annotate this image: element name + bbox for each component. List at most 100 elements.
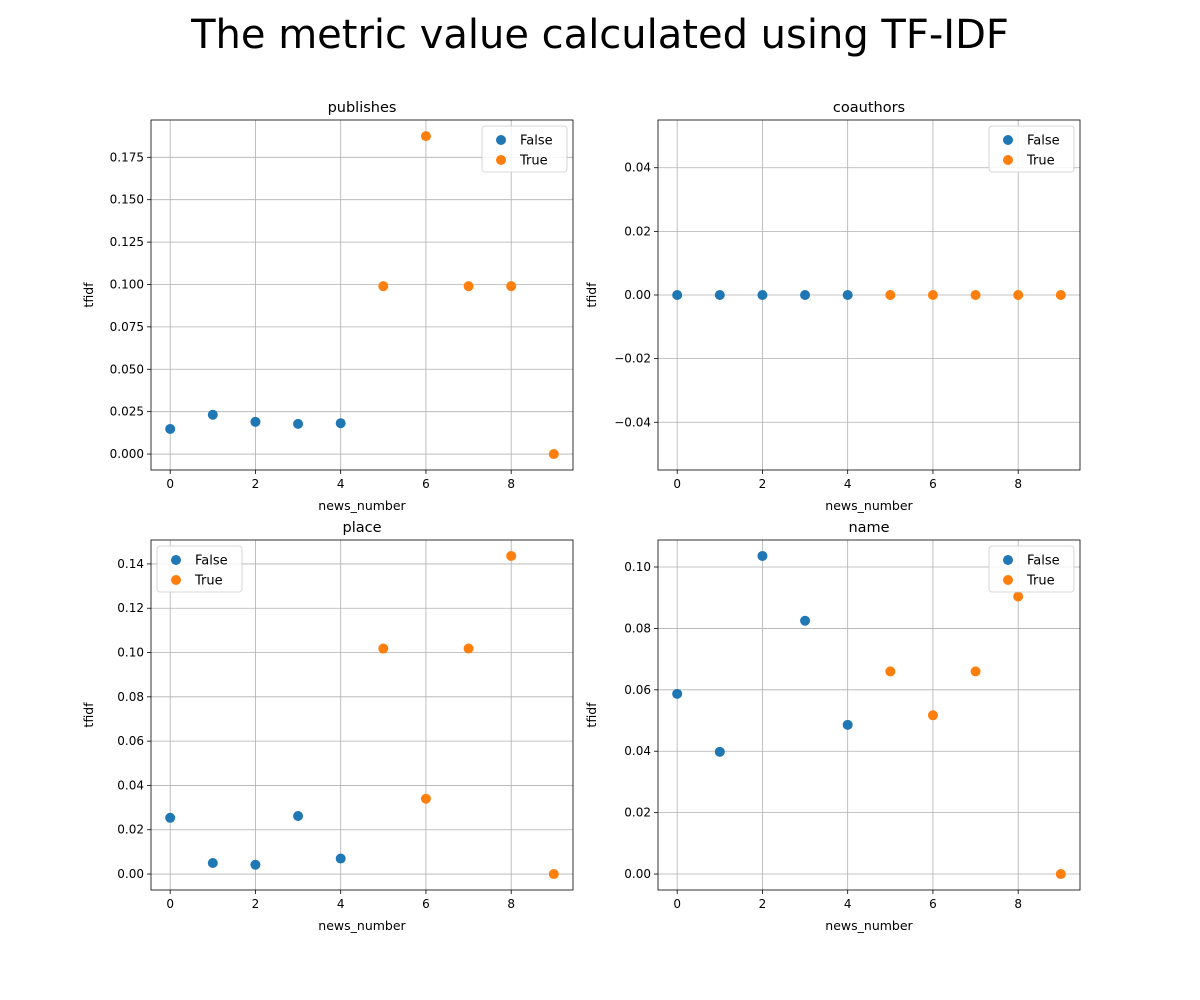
point-false	[800, 290, 811, 300]
y-tick-label: 0.04	[624, 744, 651, 758]
point-true	[378, 643, 389, 654]
x-tick-label: 8	[507, 477, 515, 491]
point-true	[548, 449, 559, 460]
x-tick-label: 0	[673, 897, 681, 911]
legend: False True	[988, 545, 1075, 593]
x-tick-label: 0	[166, 477, 174, 491]
y-tick-label: 0.175	[110, 150, 144, 164]
point-false	[207, 857, 218, 868]
y-tick-label: 0.100	[110, 277, 144, 291]
y-tick-label: 0.02	[117, 823, 144, 837]
y-axis-label: tfidf	[81, 702, 96, 728]
x-tick-label: 0	[166, 897, 174, 911]
y-tick-label: 0.000	[110, 447, 144, 461]
y-axis-label: tfidf	[584, 282, 599, 308]
legend-marker-true	[496, 155, 506, 165]
point-false	[672, 688, 683, 699]
point-false	[250, 416, 261, 427]
point-false	[842, 290, 853, 300]
point-false	[165, 423, 176, 434]
legend-label-false: False	[195, 554, 228, 569]
y-tick-label: 0.12	[117, 601, 144, 615]
x-axis-label: news_number	[825, 498, 913, 513]
point-false	[842, 719, 853, 730]
point-false	[207, 409, 218, 420]
x-tick-label: 2	[252, 897, 260, 911]
x-tick-label: 2	[252, 477, 260, 491]
axes-frame	[657, 119, 1081, 471]
legend: False True	[988, 125, 1075, 173]
point-true	[1013, 591, 1024, 602]
point-true	[927, 290, 938, 300]
point-false	[672, 290, 683, 300]
point-true	[885, 666, 896, 677]
y-axis-label: tfidf	[81, 282, 96, 308]
point-false	[800, 615, 811, 626]
legend-label-true: True	[519, 154, 548, 169]
point-false	[335, 853, 346, 864]
axes-frame	[150, 119, 574, 471]
point-true	[548, 869, 559, 880]
point-false	[714, 746, 725, 757]
y-tick-label: 0.025	[110, 405, 144, 419]
y-tick-label: −0.02	[614, 352, 651, 366]
y-tick-label: 0.050	[110, 362, 144, 376]
x-tick-label: 6	[422, 897, 430, 911]
point-false	[250, 859, 261, 870]
point-true	[463, 643, 474, 654]
legend-marker-false	[496, 135, 506, 145]
point-true	[970, 666, 981, 677]
point-true	[885, 290, 896, 300]
figure-title: The metric value calculated using TF-IDF	[191, 12, 1009, 58]
legend: False True	[481, 125, 568, 173]
point-true	[420, 793, 431, 804]
y-tick-label: 0.06	[117, 734, 144, 748]
point-false	[293, 811, 304, 822]
subplot-title: place	[342, 520, 381, 536]
legend-marker-true	[1003, 575, 1013, 585]
y-tick-label: 0.14	[117, 557, 144, 571]
legend-marker-true	[171, 575, 181, 585]
x-tick-label: 8	[1014, 477, 1022, 491]
subplot-publishes: 0 2 4 6 8 0.000 0.025 0.050 0.075 0.100 0.125 0.150…	[81, 100, 574, 513]
legend-label-false: False	[520, 134, 553, 149]
subplot-name: 0 2 4 6 8 0.00 0.02 0.04 0.06 0.08 0.10 name news_nu…	[584, 520, 1081, 933]
legend-marker-false	[1003, 555, 1013, 565]
x-tick-label: 0	[673, 477, 681, 491]
y-tick-label: 0.125	[110, 235, 144, 249]
x-axis-label: news_number	[825, 918, 913, 933]
legend-label-true: True	[1026, 574, 1055, 589]
y-tick-label: 0.150	[110, 193, 144, 207]
point-true	[506, 550, 517, 561]
point-false	[165, 812, 176, 823]
point-false	[757, 550, 768, 561]
legend-marker-false	[171, 555, 181, 565]
x-axis-label: news_number	[318, 498, 406, 513]
axes-frame	[150, 539, 574, 891]
y-tick-label: 0.10	[117, 646, 144, 660]
y-tick-label: 0.04	[624, 161, 651, 175]
x-tick-label: 8	[1014, 897, 1022, 911]
legend: False True	[156, 545, 243, 593]
point-true	[1013, 290, 1024, 300]
legend-label-true: True	[1026, 154, 1055, 169]
subplot-title: coauthors	[833, 100, 905, 116]
point-true	[420, 131, 431, 142]
x-tick-label: 4	[337, 477, 345, 491]
x-axis-label: news_number	[318, 918, 406, 933]
y-tick-label: 0.00	[624, 288, 651, 302]
point-true	[378, 281, 389, 292]
y-tick-label: 0.02	[624, 806, 651, 820]
y-tick-label: 0.04	[117, 778, 144, 792]
y-tick-label: 0.00	[624, 867, 651, 881]
point-false	[335, 418, 346, 429]
subplot-coauthors: 0 2 4 6 8 −0.04 −0.02 0.00 0.02 0.04 coauthors news…	[584, 100, 1081, 513]
point-false	[293, 418, 304, 429]
y-tick-label: 0.10	[624, 560, 651, 574]
point-true	[927, 710, 938, 721]
x-tick-label: 2	[759, 897, 767, 911]
axes-frame	[657, 539, 1081, 891]
legend-label-false: False	[1027, 134, 1060, 149]
